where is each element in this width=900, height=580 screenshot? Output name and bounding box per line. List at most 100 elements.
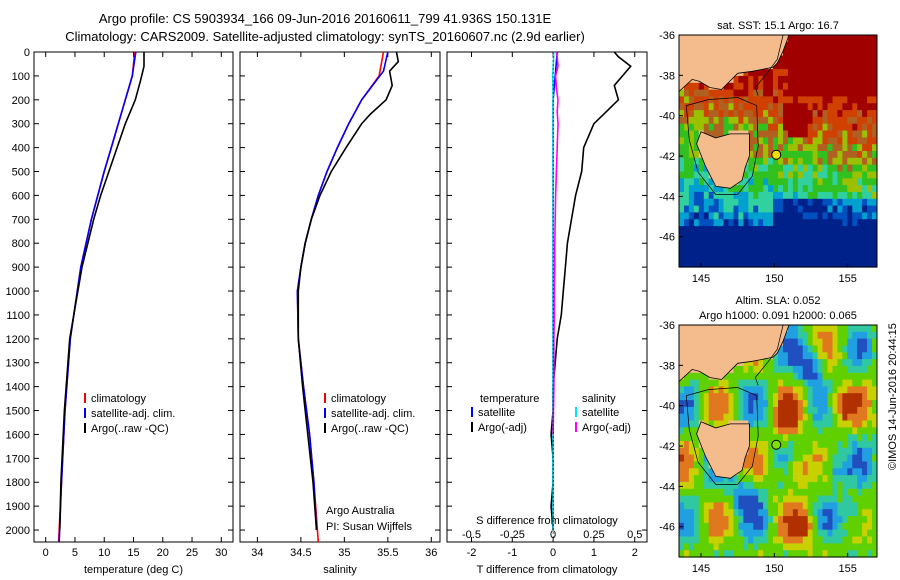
map-cell: [723, 185, 729, 193]
map-cell: [778, 475, 784, 483]
figure-title-line1: Argo profile: CS 5903934_166 09-Jun-2016…: [98, 11, 552, 26]
map-cell: [827, 110, 833, 118]
map-cell: [763, 393, 769, 401]
map-cell: [787, 325, 794, 333]
map-cell: [688, 185, 695, 193]
map-cell: [797, 110, 804, 118]
map-cell: [827, 468, 833, 476]
map-cell: [763, 434, 769, 442]
map-cell: [832, 110, 838, 118]
map-cell: [679, 130, 685, 138]
map-cell: [703, 495, 710, 503]
map-cell: [708, 502, 715, 510]
map-cell: [703, 123, 710, 132]
map-cell: [718, 226, 725, 234]
map-cell: [783, 509, 789, 517]
map-cell: [688, 260, 695, 268]
map-cell: [738, 116, 744, 125]
map-cell: [857, 178, 863, 186]
map-cell: [703, 406, 710, 415]
map-cell: [857, 386, 863, 394]
map-cell: [837, 48, 843, 56]
map-cell: [778, 219, 784, 227]
map-cell: [867, 253, 873, 261]
map-cell: [827, 62, 833, 70]
map-cell: [837, 461, 843, 469]
map-cell: [872, 219, 878, 227]
map-cell: [817, 338, 824, 346]
map-cell: [802, 550, 809, 558]
map-cell: [862, 198, 868, 207]
map-cell: [837, 509, 843, 517]
map-cell: [812, 461, 819, 469]
map-cell: [738, 226, 744, 234]
shelf-contour: [685, 97, 759, 195]
map-cell: [827, 475, 833, 483]
map-cell: [827, 35, 833, 43]
map-cell: [708, 550, 715, 558]
map-cell: [713, 110, 720, 118]
map-cell: [787, 219, 794, 227]
map-x-tick-label: 155: [838, 563, 856, 575]
map-cell: [783, 219, 789, 227]
map-cell: [872, 123, 878, 132]
map-cell: [837, 82, 843, 91]
map-cell: [867, 468, 873, 476]
map-cell: [837, 529, 843, 538]
map-cell: [837, 246, 843, 254]
map-cell: [738, 495, 744, 503]
map-cell: [807, 48, 814, 56]
map-cell: [738, 178, 744, 186]
map-cell: [748, 89, 754, 97]
map-cell: [797, 379, 804, 387]
map-cell: [728, 413, 734, 422]
map-cell: [778, 116, 784, 125]
map-cell: [703, 260, 710, 268]
map-cell: [847, 232, 853, 241]
map-cell: [708, 522, 715, 531]
map-cell: [812, 393, 819, 401]
map-x-tick-label: 150: [765, 563, 783, 575]
map-cell: [738, 529, 744, 538]
map-cell: [792, 137, 799, 145]
map-cell: [768, 178, 774, 186]
map-cell: [822, 359, 828, 367]
map-cell: [684, 253, 690, 261]
map-cell: [753, 96, 759, 104]
map-cell: [812, 338, 819, 346]
map-cell: [768, 123, 774, 132]
map-cell: [748, 400, 754, 408]
map-cell: [778, 509, 784, 517]
map-cell: [852, 164, 858, 172]
map-cell: [867, 219, 873, 227]
map-cell: [773, 454, 779, 462]
map-cell: [763, 191, 769, 200]
map-cell: [688, 550, 695, 558]
map-cell: [847, 365, 853, 374]
map-cell: [807, 372, 814, 381]
map-cell: [837, 178, 843, 186]
map-cell: [802, 359, 809, 367]
map-cell: [847, 454, 853, 462]
map-cell: [857, 96, 863, 104]
map-cell: [768, 205, 774, 213]
map-cell: [768, 365, 774, 374]
map-cell: [723, 198, 729, 207]
map-cell: [768, 253, 774, 261]
map-cell: [867, 509, 873, 517]
map-cell: [802, 543, 809, 551]
map-cell: [827, 495, 833, 503]
map-cell: [802, 260, 809, 268]
map-cell: [783, 338, 789, 346]
map-cell: [688, 253, 695, 261]
map-cell: [773, 185, 779, 193]
map-cell: [787, 550, 794, 558]
map-cell: [802, 35, 809, 43]
y-tick-label: 600: [12, 190, 30, 202]
map-cell: [857, 110, 863, 118]
map-cell: [847, 325, 853, 333]
map-cell: [684, 144, 690, 152]
map-cell: [728, 253, 734, 261]
map-cell: [703, 400, 710, 408]
map-cell: [847, 226, 853, 234]
